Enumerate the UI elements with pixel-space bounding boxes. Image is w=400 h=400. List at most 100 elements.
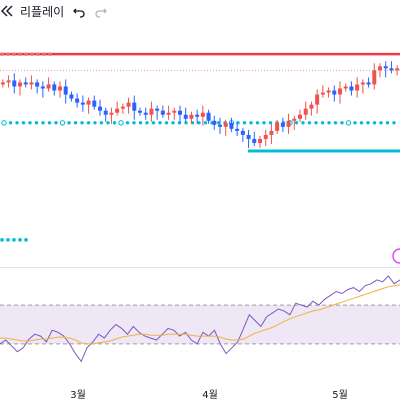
candle-body (103, 110, 108, 115)
support-marker (21, 121, 26, 125)
price-chart[interactable] (0, 24, 400, 266)
resistance-marker (36, 52, 40, 56)
support-marker (216, 121, 221, 125)
candle-body (35, 82, 40, 87)
redo-button[interactable] (94, 0, 108, 22)
price-chart-pane[interactable] (0, 24, 400, 266)
support-marker (15, 121, 19, 125)
support-marker (145, 121, 149, 125)
rsi-pane[interactable] (0, 267, 400, 380)
resistance-marker (6, 52, 10, 56)
candle-body (86, 100, 91, 105)
support-marker (132, 121, 136, 125)
candle-body (246, 134, 251, 139)
support-marker (125, 121, 130, 125)
support-marker (59, 120, 66, 126)
candle-body (12, 80, 17, 87)
candle-body (343, 86, 348, 89)
support-marker (86, 121, 91, 125)
rewind-icon (0, 4, 14, 18)
resistance-marker (30, 52, 34, 56)
support-marker (262, 121, 266, 125)
candle-body (320, 92, 325, 95)
lower-level-marker (0, 238, 4, 242)
axis-label-may: 5월 (332, 390, 348, 400)
support-marker (392, 121, 396, 125)
toolbar: 리플레이 (0, 0, 400, 22)
support-marker (327, 121, 331, 125)
support-marker (385, 121, 390, 125)
candle-body (280, 122, 285, 127)
candle-body (126, 102, 131, 107)
lower-level-marker (12, 238, 16, 242)
support-marker (171, 121, 175, 125)
candle-body (23, 82, 28, 85)
candle-body (189, 114, 194, 119)
candle-body (218, 124, 222, 127)
candle-body (40, 86, 45, 89)
support-marker (184, 121, 188, 125)
candle-body (160, 110, 165, 115)
support-marker (164, 121, 169, 125)
candle-body (206, 112, 211, 121)
support-marker (8, 121, 13, 125)
candle-body (223, 122, 228, 127)
candle-body (366, 82, 371, 85)
candle-body (52, 84, 57, 91)
redo-icon (94, 4, 108, 18)
alert-marker-icon (392, 248, 400, 264)
undo-button[interactable] (72, 0, 86, 22)
candle-body (355, 84, 360, 91)
support-marker (333, 121, 338, 125)
replay-label: 리플레이 (20, 4, 65, 19)
support-marker (255, 121, 260, 125)
candle-body (120, 106, 125, 109)
support-marker (340, 121, 344, 125)
support-marker (320, 121, 325, 125)
candle-body (338, 88, 342, 95)
candle-body (183, 114, 188, 119)
support-marker (353, 121, 357, 125)
support-marker (307, 121, 312, 125)
candle-body (286, 120, 291, 127)
support-marker (47, 121, 52, 125)
candle-body (0, 82, 5, 85)
candle-body (389, 68, 394, 71)
support-marker (1, 120, 7, 126)
support-marker (106, 121, 110, 125)
support-marker (268, 121, 273, 125)
support-marker (345, 120, 352, 126)
rsi-chart[interactable] (0, 268, 400, 380)
candle-body (155, 108, 160, 111)
candle-body (360, 82, 365, 85)
support-marker (99, 121, 104, 125)
candle-body (143, 112, 148, 115)
lower-level-marker (24, 238, 28, 242)
candle-body (149, 108, 154, 115)
support-marker (80, 121, 84, 125)
support-marker (379, 121, 383, 125)
candle-body (326, 90, 331, 93)
candle-body (263, 134, 268, 139)
candle-body (303, 108, 308, 115)
candle-body (115, 108, 120, 113)
candle-body (178, 110, 182, 115)
rsi-ma-line (0, 284, 400, 345)
candle-body (383, 66, 388, 69)
candle-body (315, 94, 320, 105)
candle-body (195, 114, 200, 117)
resistance-marker (12, 52, 16, 56)
support-marker (34, 121, 39, 125)
candle-body (46, 84, 51, 89)
support-marker (112, 121, 117, 125)
candle-body (258, 138, 262, 143)
lower-level-marker (18, 238, 22, 242)
candle-body (92, 100, 97, 107)
replay-button[interactable]: 리플레이 (0, 0, 64, 22)
candle-body (298, 114, 302, 119)
candle-body (132, 102, 137, 111)
candle-body (6, 80, 11, 83)
support-marker (138, 121, 143, 125)
resistance-marker (42, 52, 46, 56)
